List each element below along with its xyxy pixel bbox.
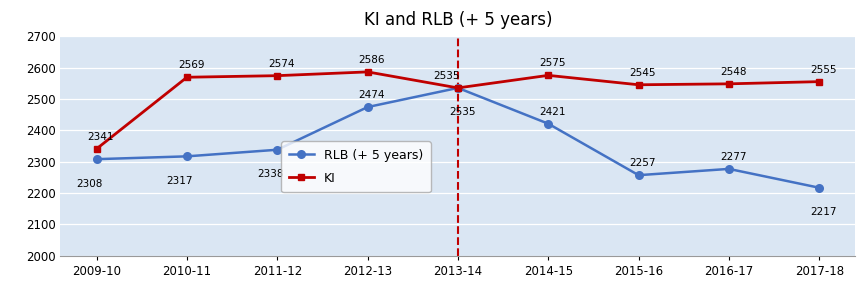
Text: 2217: 2217	[810, 207, 836, 217]
Text: 2535: 2535	[434, 71, 460, 81]
RLB (+ 5 years)	[272, 148, 283, 152]
KI	[181, 76, 192, 79]
KI	[92, 147, 102, 150]
RLB (+ 5 years)	[181, 154, 192, 158]
RLB (+ 5 years)	[453, 86, 463, 90]
KI	[453, 86, 463, 90]
Text: 2574: 2574	[268, 59, 295, 69]
Text: 2277: 2277	[720, 152, 746, 162]
Text: 2569: 2569	[178, 60, 205, 70]
RLB (+ 5 years)	[814, 186, 824, 190]
Text: 2257: 2257	[630, 158, 656, 168]
Line: KI: KI	[93, 68, 823, 152]
Legend: RLB (+ 5 years), KI: RLB (+ 5 years), KI	[282, 141, 430, 192]
Text: 2317: 2317	[167, 176, 194, 186]
Title: KI and RLB (+ 5 years): KI and RLB (+ 5 years)	[364, 11, 552, 29]
Text: 2338: 2338	[257, 169, 283, 179]
KI	[543, 73, 554, 77]
RLB (+ 5 years)	[724, 167, 734, 171]
Text: 2341: 2341	[87, 132, 114, 142]
KI	[724, 82, 734, 86]
Text: 2586: 2586	[359, 55, 385, 65]
Line: RLB (+ 5 years): RLB (+ 5 years)	[93, 85, 823, 191]
KI	[633, 83, 644, 87]
KI	[362, 70, 372, 74]
Text: 2575: 2575	[539, 58, 566, 68]
Text: 2548: 2548	[720, 67, 746, 77]
Text: 2474: 2474	[359, 90, 385, 100]
Text: 2555: 2555	[810, 65, 836, 75]
KI	[814, 80, 824, 83]
RLB (+ 5 years)	[92, 157, 102, 161]
Text: 2535: 2535	[448, 107, 475, 117]
Text: 2545: 2545	[630, 68, 656, 78]
RLB (+ 5 years)	[362, 105, 372, 109]
KI	[272, 74, 283, 77]
Text: 2421: 2421	[539, 107, 566, 117]
Text: 2308: 2308	[77, 178, 103, 189]
RLB (+ 5 years)	[543, 122, 554, 126]
RLB (+ 5 years)	[633, 173, 644, 177]
